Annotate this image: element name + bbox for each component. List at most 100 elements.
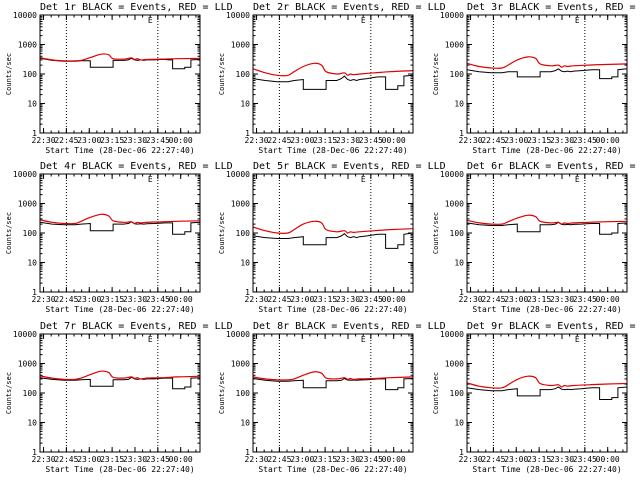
- panel-title: Det 1r BLACK = Events, RED = LLD: [40, 2, 233, 13]
- x-tick-label: 00:00: [169, 295, 193, 304]
- x-tick-label: 23:15: [527, 136, 551, 145]
- panel-title: Det 5r BLACK = Events, RED = LLD: [253, 161, 446, 172]
- x-tick-label: 22:45: [54, 455, 78, 464]
- x-tick-label: 22:30: [32, 295, 56, 304]
- x-tick-label: 23:30: [550, 455, 574, 464]
- plot-frame: [252, 14, 414, 134]
- x-tick-label: 23:15: [100, 295, 124, 304]
- y-axis-label: Counts/sec: [5, 212, 13, 254]
- x-tick-label: 23:45: [359, 455, 383, 464]
- y-tick-label: 100: [236, 70, 251, 79]
- x-tick-label: 23:15: [527, 455, 551, 464]
- x-tick-label: 23:00: [504, 136, 528, 145]
- y-tick-label: 100: [23, 70, 38, 79]
- lld-series-line: [39, 370, 201, 381]
- x-tick-label: 23:15: [100, 136, 124, 145]
- x-tick-label: 23:00: [77, 455, 101, 464]
- e-marker: E: [575, 175, 580, 184]
- e-marker: E: [575, 16, 580, 25]
- y-tick-label: 10: [27, 100, 37, 109]
- x-axis-label: Start Time (28-Dec-06 22:27:40): [472, 305, 621, 314]
- x-tick-label: 00:00: [382, 295, 406, 304]
- y-tick-label: 1000: [231, 200, 250, 209]
- y-tick-label: 100: [450, 229, 465, 238]
- x-tick-label: 22:45: [54, 295, 78, 304]
- x-axis-label: Start Time (28-Dec-06 22:27:40): [45, 305, 194, 314]
- y-tick-label: 10000: [13, 11, 37, 20]
- x-tick-label: 22:45: [267, 295, 291, 304]
- x-tick-label: 22:45: [481, 136, 505, 145]
- panel-det-4r: Det 4r BLACK = Events, RED = LLD 1 10 100 10…: [5, 161, 233, 314]
- y-tick-label: 10000: [226, 11, 250, 20]
- e-marker: E: [148, 335, 153, 344]
- x-tick-label: 23:00: [77, 295, 101, 304]
- x-tick-label: 23:30: [336, 295, 360, 304]
- x-tick-label: 23:00: [290, 295, 314, 304]
- y-tick-label: 10: [454, 419, 464, 428]
- x-axis-label: Start Time (28-Dec-06 22:27:40): [472, 146, 621, 155]
- panel-title: Det 9r BLACK = Events, RED = LLD: [467, 321, 640, 332]
- e-marker: E: [361, 175, 366, 184]
- x-tick-label: 23:30: [123, 455, 147, 464]
- y-tick-label: 1: [459, 129, 464, 138]
- lld-series-line: [252, 371, 414, 381]
- x-axis-label: Start Time (28-Dec-06 22:27:40): [45, 146, 194, 155]
- y-axis-label: Counts/sec: [5, 53, 13, 95]
- x-tick-label: 22:30: [245, 295, 269, 304]
- x-tick-label: 22:30: [459, 136, 483, 145]
- lld-series-line: [252, 220, 414, 234]
- e-marker: E: [361, 335, 366, 344]
- x-axis-label: Start Time (28-Dec-06 22:27:40): [258, 146, 407, 155]
- x-tick-label: 23:45: [146, 295, 170, 304]
- y-tick-label: 1: [459, 448, 464, 457]
- y-tick-label: 1000: [18, 41, 37, 50]
- y-tick-label: 100: [450, 70, 465, 79]
- events-series-line: [39, 57, 201, 70]
- x-tick-label: 23:15: [100, 455, 124, 464]
- x-tick-label: 22:45: [267, 455, 291, 464]
- x-tick-label: 23:00: [290, 136, 314, 145]
- events-series-line: [39, 376, 201, 390]
- y-tick-label: 10000: [440, 330, 464, 339]
- x-tick-label: 23:15: [313, 455, 337, 464]
- y-tick-label: 1: [245, 129, 250, 138]
- events-series-line: [252, 232, 414, 249]
- x-tick-label: 22:30: [459, 295, 483, 304]
- e-marker: E: [361, 16, 366, 25]
- y-tick-label: 1: [245, 448, 250, 457]
- y-tick-label: 1000: [18, 360, 37, 369]
- x-tick-label: 23:45: [359, 136, 383, 145]
- x-tick-label: 23:00: [290, 455, 314, 464]
- e-marker: E: [148, 175, 153, 184]
- x-axis-label: Start Time (28-Dec-06 22:27:40): [258, 465, 407, 474]
- panel-det-8r: Det 8r BLACK = Events, RED = LLD 1 10 100 10…: [218, 321, 446, 474]
- y-tick-label: 100: [23, 389, 38, 398]
- panel-title: Det 4r BLACK = Events, RED = LLD: [40, 161, 233, 172]
- y-axis-label: Counts/sec: [432, 372, 440, 414]
- panel-title: Det 6r BLACK = Events, RED = LLD: [467, 161, 640, 172]
- plot-frame: [466, 14, 628, 134]
- y-tick-label: 1: [245, 288, 250, 297]
- x-tick-label: 23:45: [573, 136, 597, 145]
- panel-det-6r: Det 6r BLACK = Events, RED = LLD 1 10 100 10…: [432, 161, 640, 314]
- x-tick-label: 22:30: [245, 455, 269, 464]
- x-tick-label: 00:00: [596, 295, 620, 304]
- y-tick-label: 10: [240, 259, 250, 268]
- y-axis-label: Counts/sec: [432, 53, 440, 95]
- y-axis-label: Counts/sec: [432, 212, 440, 254]
- x-axis-label: Start Time (28-Dec-06 22:27:40): [258, 305, 407, 314]
- y-tick-label: 10: [240, 419, 250, 428]
- x-tick-label: 00:00: [596, 455, 620, 464]
- lld-series-line: [466, 375, 628, 389]
- lld-series-line: [39, 53, 201, 62]
- y-tick-label: 1000: [231, 41, 250, 50]
- lld-series-line: [466, 56, 628, 69]
- x-tick-label: 23:00: [77, 136, 101, 145]
- x-tick-label: 22:45: [54, 136, 78, 145]
- plot-frame: [466, 333, 628, 453]
- y-tick-label: 1000: [231, 360, 250, 369]
- y-axis-label: Counts/sec: [218, 372, 226, 414]
- x-tick-label: 23:45: [573, 455, 597, 464]
- x-tick-label: 22:45: [481, 295, 505, 304]
- x-tick-label: 23:30: [550, 295, 574, 304]
